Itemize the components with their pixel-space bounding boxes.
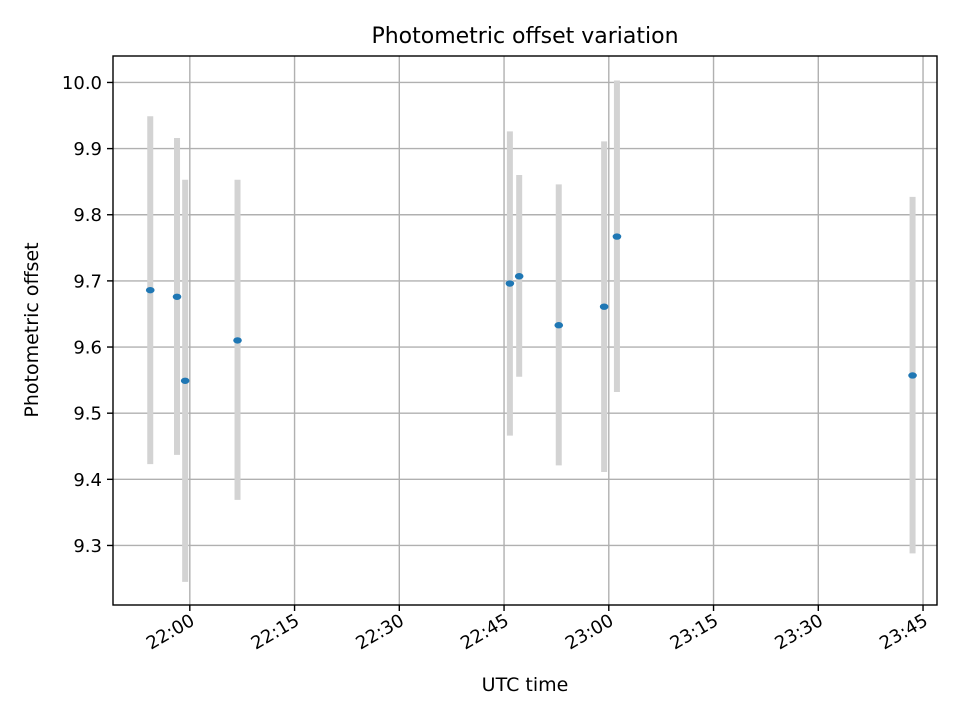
y-tick-label: 9.7 (73, 271, 102, 292)
y-tick-label: 9.4 (73, 470, 102, 491)
x-tick-label: 22:00 (143, 610, 198, 654)
data-point (146, 287, 155, 293)
data-point (515, 273, 524, 279)
data-point (613, 233, 622, 239)
data-point (233, 337, 242, 343)
data-point (506, 280, 515, 286)
data-point (554, 322, 563, 328)
x-tick-label: 23:00 (562, 610, 617, 654)
x-tick-label: 22:45 (457, 610, 512, 654)
y-tick-labels: 9.3 9.4 9.5 9.6 9.7 9.8 9.9 10.0 (62, 73, 102, 557)
x-tick-label: 23:15 (667, 610, 722, 654)
y-tick-label: 9.5 (73, 404, 102, 425)
y-axis-title: Photometric offset (21, 242, 43, 417)
data-point (173, 294, 182, 300)
y-tick-label: 10.0 (62, 73, 102, 94)
x-tick-label: 23:30 (771, 610, 826, 654)
y-tick-label: 9.6 (73, 338, 102, 359)
x-tick-label: 22:15 (248, 610, 303, 654)
x-axis-title: UTC time (482, 674, 569, 696)
y-tick-label: 9.8 (73, 205, 102, 226)
data-points (146, 233, 917, 384)
error-bars (150, 80, 912, 581)
x-tick-label: 23:45 (876, 610, 931, 654)
y-tick-label: 9.3 (73, 536, 102, 557)
x-tick-label: 22:30 (352, 610, 407, 654)
x-tick-labels: 22:00 22:15 22:30 22:45 23:00 23:15 23:30 23:45 (143, 610, 932, 654)
y-tick-label: 9.9 (73, 139, 102, 160)
data-point (181, 378, 190, 384)
chart-title: Photometric offset variation (371, 24, 678, 49)
data-point (600, 303, 609, 309)
data-point (908, 372, 917, 378)
